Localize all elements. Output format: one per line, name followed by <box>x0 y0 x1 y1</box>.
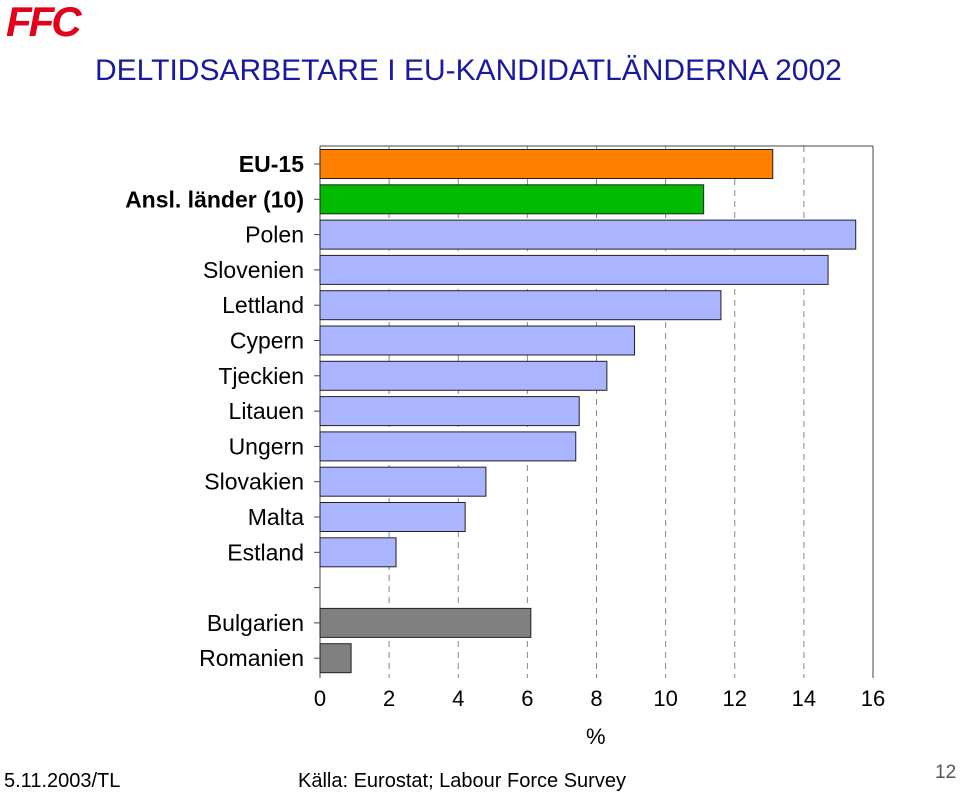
ffc-logo: FFC <box>6 0 82 45</box>
y-tick-label: Tjeckien <box>218 363 304 389</box>
bar <box>319 466 487 497</box>
x-tick-label: 2 <box>383 686 395 711</box>
bar <box>319 643 352 674</box>
bar <box>319 607 532 638</box>
x-tick-label: 0 <box>314 686 326 711</box>
y-tick-label: Litauen <box>229 398 304 424</box>
bar <box>319 149 774 179</box>
bar <box>319 502 466 532</box>
bar <box>319 360 608 391</box>
x-tick-label: 10 <box>653 686 677 711</box>
y-tick-label: Estland <box>227 539 304 565</box>
y-tick-label: Slovakien <box>204 469 304 495</box>
x-axis-label: % <box>586 724 606 749</box>
x-tick-label: 14 <box>792 686 816 711</box>
page-title: DELTIDSARBETARE I EU-KANDIDATLÄNDERNA 20… <box>95 54 842 87</box>
footer-date-author: 5.11.2003/TL <box>4 770 121 792</box>
x-tick-label: 16 <box>861 686 885 711</box>
x-tick-label: 4 <box>452 686 464 711</box>
y-tick-label: Ansl. länder (10) <box>125 186 304 212</box>
bar <box>319 325 636 356</box>
y-tick-label: EU-15 <box>239 151 304 177</box>
bar <box>319 537 397 568</box>
bar <box>319 290 722 321</box>
page-number: 12 <box>935 762 957 783</box>
x-tick-label: 6 <box>521 686 533 711</box>
bar <box>319 254 829 285</box>
bar <box>319 431 577 462</box>
x-tick-label: 8 <box>590 686 602 711</box>
y-tick-label: Cypern <box>230 328 304 354</box>
y-tick-label: Polen <box>245 222 304 248</box>
footer-source: Källa: Eurostat; Labour Force Survey <box>298 770 626 792</box>
bar <box>319 184 705 215</box>
bar <box>319 219 857 250</box>
y-tick-label: Lettland <box>222 292 304 318</box>
bar <box>319 396 580 427</box>
x-tick-label: 12 <box>723 686 747 711</box>
y-tick-label: Bulgarien <box>207 610 304 636</box>
y-tick-label: Slovenien <box>203 257 304 283</box>
y-tick-label: Romanien <box>199 645 304 671</box>
y-tick-label: Malta <box>248 504 304 530</box>
y-tick-label: Ungern <box>229 433 304 459</box>
